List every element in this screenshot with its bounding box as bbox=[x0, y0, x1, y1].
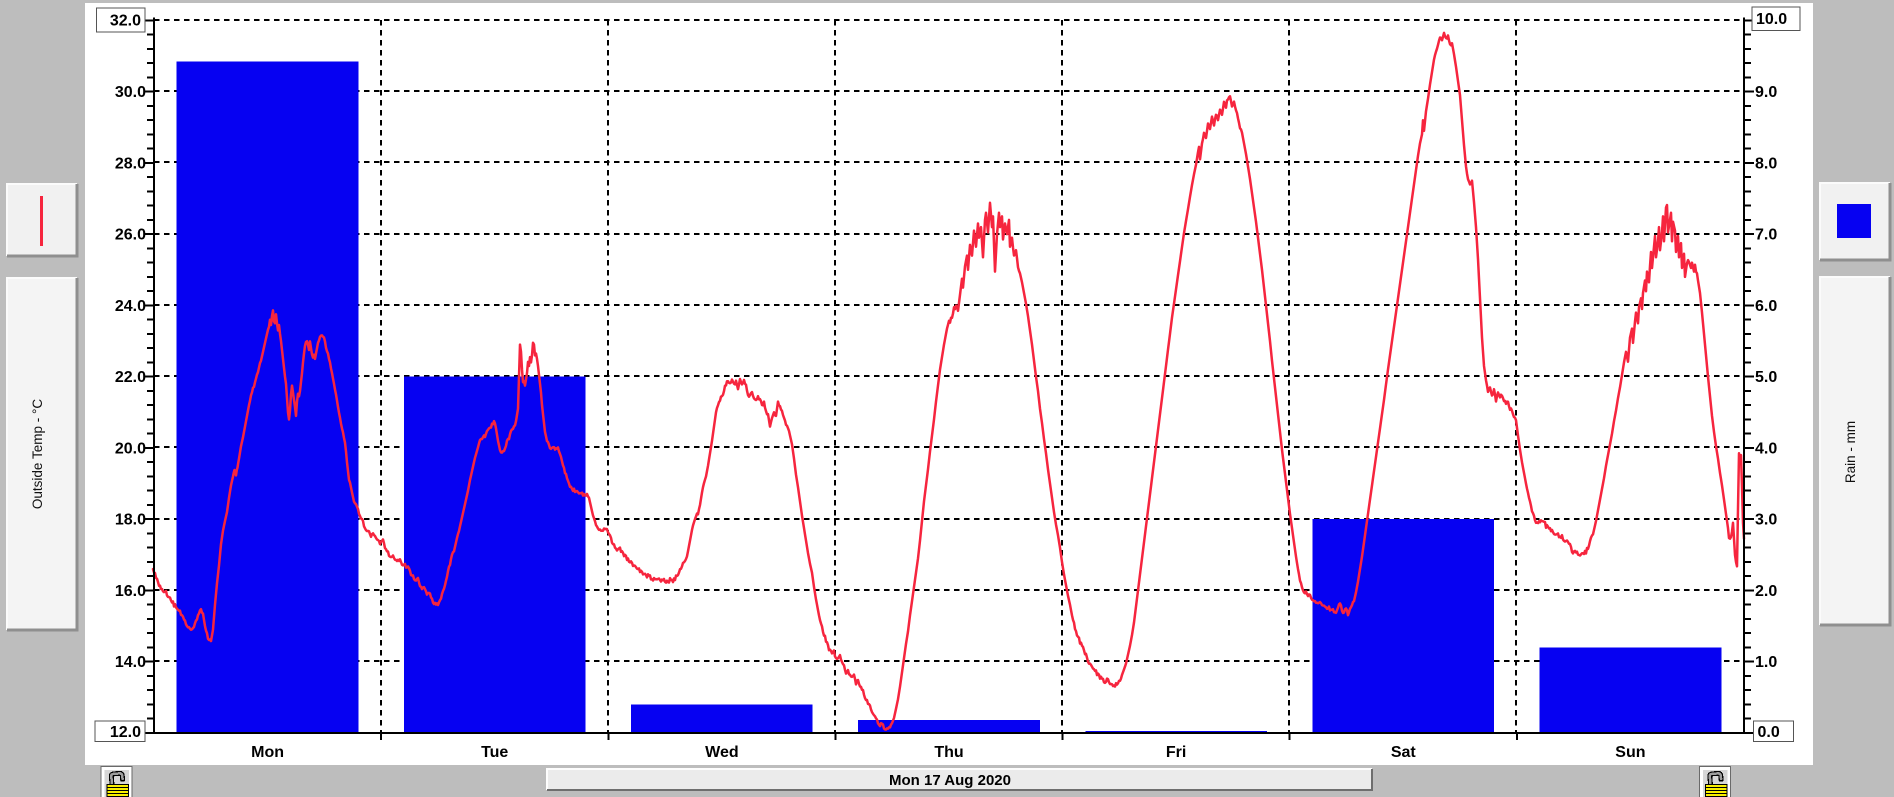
svg-text:20.0: 20.0 bbox=[115, 441, 146, 458]
svg-text:30.0: 30.0 bbox=[115, 84, 146, 101]
svg-text:Sat: Sat bbox=[1391, 744, 1417, 761]
svg-text:10.0: 10.0 bbox=[1756, 11, 1787, 28]
svg-text:0.0: 0.0 bbox=[1758, 724, 1780, 741]
svg-text:4.0: 4.0 bbox=[1755, 441, 1777, 458]
svg-text:1.0: 1.0 bbox=[1755, 654, 1777, 671]
svg-text:5.0: 5.0 bbox=[1755, 369, 1777, 386]
svg-text:18.0: 18.0 bbox=[115, 512, 146, 529]
svg-text:2.0: 2.0 bbox=[1755, 583, 1777, 600]
svg-text:14.0: 14.0 bbox=[115, 654, 146, 671]
svg-text:12.0: 12.0 bbox=[110, 724, 141, 741]
svg-text:Fri: Fri bbox=[1166, 744, 1186, 761]
svg-text:22.0: 22.0 bbox=[115, 369, 146, 386]
svg-text:24.0: 24.0 bbox=[115, 298, 146, 315]
svg-text:32.0: 32.0 bbox=[110, 13, 141, 30]
svg-text:Sun: Sun bbox=[1615, 744, 1645, 761]
svg-text:3.0: 3.0 bbox=[1755, 512, 1777, 529]
svg-text:Mon: Mon bbox=[251, 744, 284, 761]
svg-text:Mon 17 Aug 2020: Mon 17 Aug 2020 bbox=[889, 772, 1011, 789]
svg-text:Thu: Thu bbox=[934, 744, 963, 761]
svg-text:16.0: 16.0 bbox=[115, 583, 146, 600]
svg-text:9.0: 9.0 bbox=[1755, 84, 1777, 101]
svg-text:7.0: 7.0 bbox=[1755, 227, 1777, 244]
svg-text:26.0: 26.0 bbox=[115, 227, 146, 244]
svg-text:Outside Temp - °C: Outside Temp - °C bbox=[30, 399, 45, 509]
svg-text:6.0: 6.0 bbox=[1755, 298, 1777, 315]
svg-text:28.0: 28.0 bbox=[115, 155, 146, 172]
svg-text:8.0: 8.0 bbox=[1755, 155, 1777, 172]
svg-text:Tue: Tue bbox=[481, 744, 508, 761]
svg-text:Wed: Wed bbox=[705, 744, 738, 761]
svg-text:Rain - mm: Rain - mm bbox=[1843, 421, 1858, 483]
